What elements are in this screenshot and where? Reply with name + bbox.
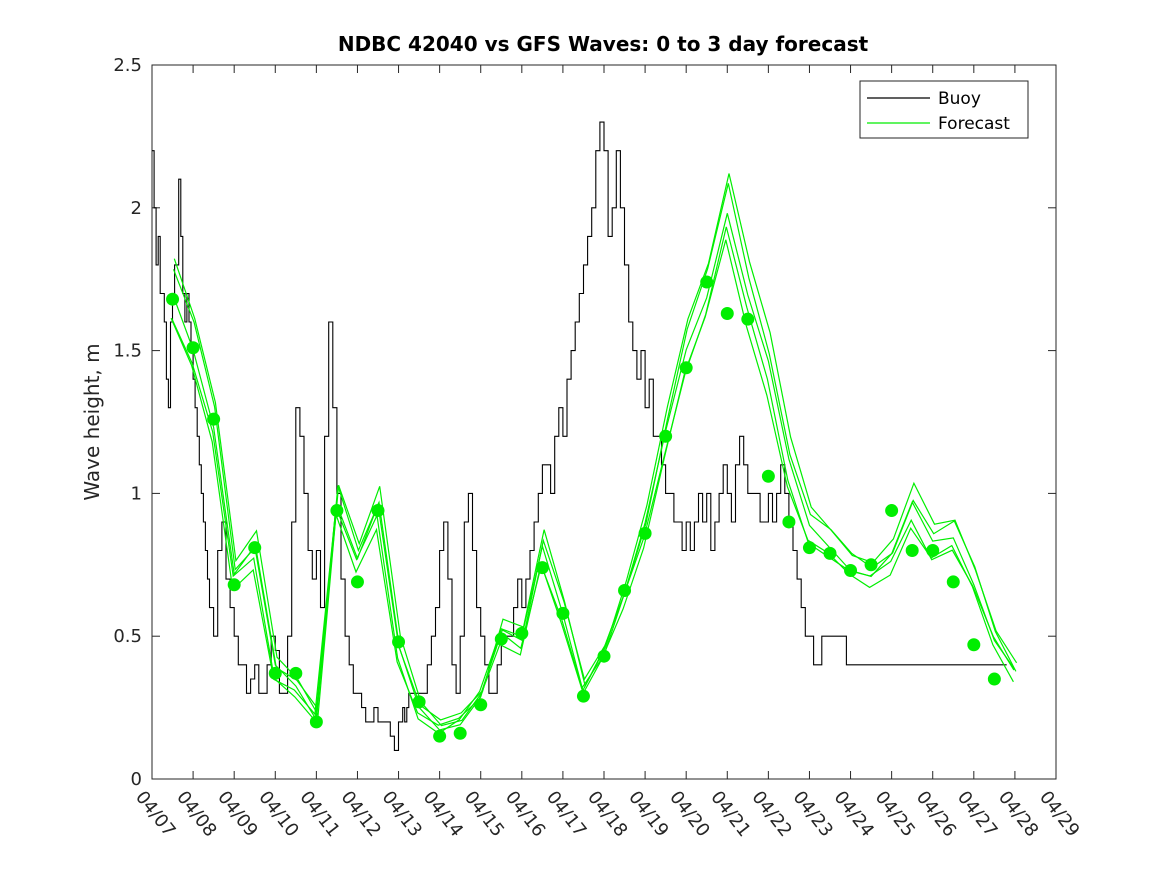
forecast-marker [207,412,221,426]
forecast-marker [967,638,981,652]
forecast-marker [905,544,919,558]
forecast-marker [289,666,303,680]
forecast-marker [638,526,652,540]
forecast-marker [926,544,940,558]
forecast-marker [802,541,816,555]
forecast-marker [720,306,734,320]
forecast-marker [576,689,590,703]
forecast-marker [823,546,837,560]
forecast-marker [350,575,364,589]
legend-entry: Buoy [938,89,981,109]
forecast-marker [597,649,611,663]
y-tick-label: 2.5 [113,55,142,76]
forecast-marker [741,312,755,326]
forecast-marker [494,632,508,646]
forecast-marker [679,361,693,375]
forecast-marker [330,504,344,518]
series-line-forecast [173,173,1018,727]
legend-entry: Forecast [938,114,1010,134]
forecast-marker [618,584,632,598]
forecast-marker [782,515,796,529]
series-line-forecast [170,239,1014,726]
y-tick-label: 1 [131,483,142,504]
forecast-marker [227,578,241,592]
forecast-marker [371,504,385,518]
legend-box [859,80,1029,139]
forecast-marker [659,429,673,443]
forecast-marker [186,341,200,355]
forecast-marker [864,558,878,572]
chart-title: NDBC 42040 vs GFS Waves: 0 to 3 day fore… [338,32,869,56]
legend: Buoy Forecast [859,80,1029,139]
forecast-marker [268,666,282,680]
forecast-marker [535,561,549,575]
forecast-marker [392,635,406,649]
forecast-marker [844,564,858,578]
y-axis-label: Wave height, m [80,343,104,500]
plot-area: 00.511.522.504/0704/0804/0904/1004/1104/… [113,55,1083,841]
forecast-marker [474,698,488,712]
forecast-marker [166,292,180,306]
forecast-marker [987,672,1001,686]
forecast-marker [248,541,262,555]
forecast-marker [556,606,570,620]
forecast-marker [412,695,426,709]
y-tick-label: 2 [131,198,142,219]
forecast-marker [700,275,714,289]
forecast-marker [885,504,899,518]
forecast-marker [309,715,323,729]
forecast-marker [761,469,775,483]
forecast-marker [946,575,960,589]
forecast-marker [453,726,467,740]
y-tick-label: 1.5 [113,341,142,362]
y-tick-label: 0.5 [113,626,142,647]
y-tick-label: 0 [131,769,142,790]
forecast-marker [433,729,447,743]
forecast-marker [515,626,529,640]
